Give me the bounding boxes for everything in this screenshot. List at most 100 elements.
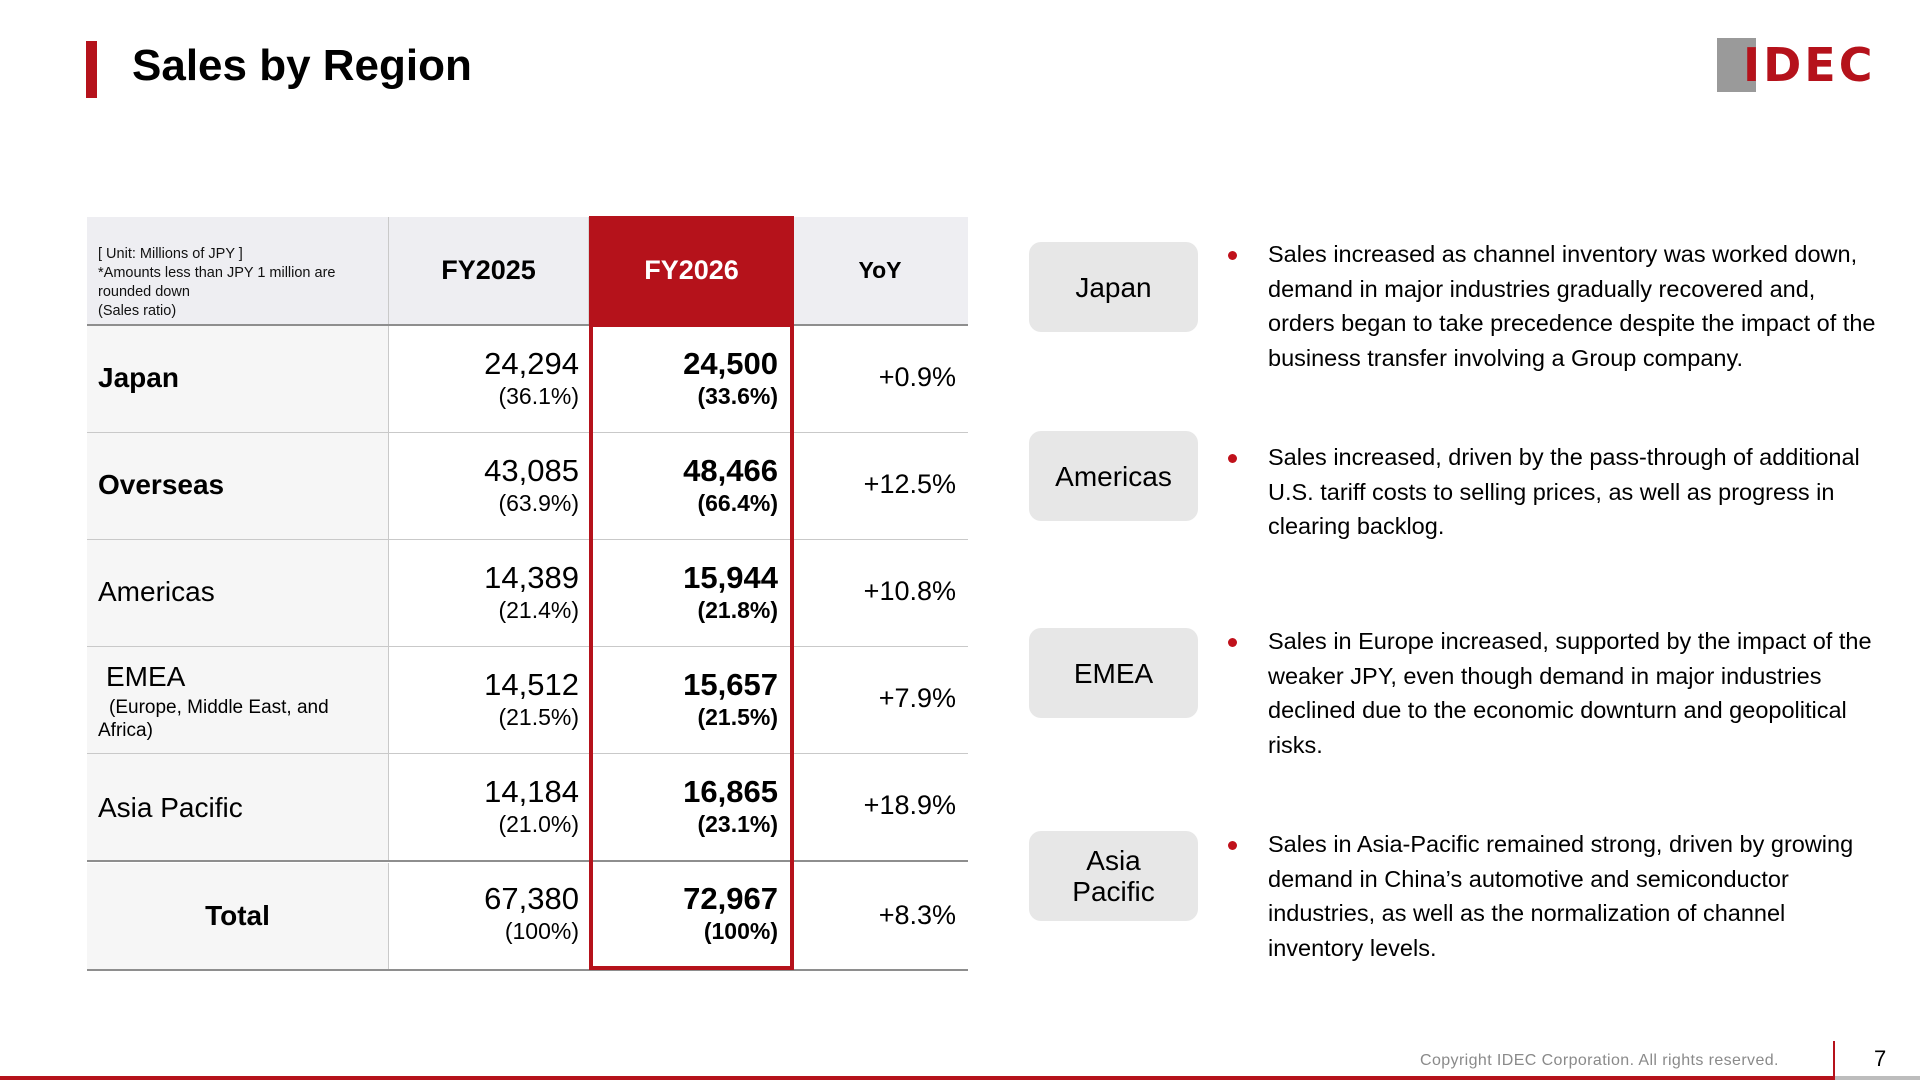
yoy-value: +18.9% (863, 790, 956, 820)
yoy-cell: +0.9% (792, 326, 968, 432)
row-label-cell: EMEA (Europe, Middle East, and Africa) (87, 647, 389, 753)
fy2025-ratio: (21.4%) (498, 597, 579, 623)
fy2026-highlight-frame (589, 326, 794, 970)
logo-gray-block (1717, 38, 1756, 92)
fy2026-ratio: (23.1%) (697, 811, 778, 837)
yoy-cell: +18.9% (792, 754, 968, 860)
fy2026-cell: 15,944 (21.8%) (589, 540, 792, 646)
table-row: Japan 24,294 (36.1%) 24,500 (33.6%) +0.9… (87, 326, 968, 433)
fy2025-ratio: (36.1%) (498, 383, 579, 409)
fy2025-cell: 14,389 (21.4%) (389, 540, 589, 646)
fy2025-value: 43,085 (484, 453, 579, 488)
yoy-value: +0.9% (878, 362, 956, 392)
fy2025-value: 14,512 (484, 667, 579, 702)
title-accent-bar (86, 41, 97, 98)
fy2025-ratio: (21.5%) (498, 704, 579, 730)
table-row-total: Total 67,380 (100%) 72,967 (100%) +8.3% (87, 863, 968, 971)
table-row: Asia Pacific 14,184 (21.0%) 16,865 (23.1… (87, 754, 968, 862)
unit-note-line: rounded down (98, 284, 190, 300)
yoy-value: +8.3% (878, 900, 956, 930)
header-note-cell: [ Unit: Millions of JPY ] *Amounts less … (87, 217, 389, 324)
unit-note-line: (Sales ratio) (98, 303, 177, 319)
footer-rule-gray (1835, 1076, 1920, 1080)
fy2025-ratio: (21.0%) (498, 811, 579, 837)
row-label: EMEA (106, 661, 186, 692)
row-label-cell: Total (87, 863, 389, 969)
fy2025-ratio: (63.9%) (498, 490, 579, 516)
fy2026-value: 24,500 (683, 346, 778, 381)
logo-text: IDEC (1743, 38, 1876, 92)
table-row: Overseas 43,085 (63.9%) 48,466 (66.4%) +… (87, 433, 968, 540)
fy2026-cell: 48,466 (66.4%) (589, 433, 792, 539)
row-sublabel: Africa) (98, 720, 153, 741)
fy2026-value: 48,466 (683, 453, 778, 488)
fy2026-ratio: (21.8%) (697, 597, 778, 623)
fy2026-ratio: (100%) (703, 918, 778, 944)
page-title: Sales by Region (132, 41, 472, 90)
bullet-icon (1228, 454, 1237, 463)
region-label-japan: Japan (1029, 242, 1198, 332)
bullet-icon (1228, 251, 1237, 260)
region-comment-emea: Sales in Europe increased, supported by … (1268, 628, 1872, 758)
row-sublabel: (Europe, Middle East, and (109, 697, 329, 718)
bullet-icon (1228, 638, 1237, 647)
fy2026-value: 15,944 (683, 560, 778, 595)
fy2026-cell: 72,967 (100%) (589, 863, 792, 969)
region-comment-americas: Sales increased, driven by the pass-thro… (1268, 444, 1860, 539)
header-fy2026: FY2026 (644, 255, 739, 285)
fy2026-cell: 16,865 (23.1%) (589, 754, 792, 860)
fy2026-value: 72,967 (683, 881, 778, 916)
unit-note-line: *Amounts less than JPY 1 million are (98, 265, 336, 281)
fy2026-ratio: (66.4%) (697, 490, 778, 516)
region-label-asia-pacific: Asia Pacific (1029, 831, 1198, 921)
fy2025-value: 14,184 (484, 774, 579, 809)
page-number: 7 (1874, 1046, 1887, 1071)
fy2026-cell: 15,657 (21.5%) (589, 647, 792, 753)
fy2026-cell: 24,500 (33.6%) (589, 326, 792, 432)
yoy-value: +12.5% (863, 469, 956, 499)
fy2026-ratio: (21.5%) (697, 704, 778, 730)
row-label-cell: Americas (87, 540, 389, 646)
fy2025-ratio: (100%) (504, 918, 579, 944)
fy2025-value: 14,389 (484, 560, 579, 595)
row-label: Japan (98, 362, 179, 393)
yoy-cell: +8.3% (792, 863, 968, 969)
table-header-row: [ Unit: Millions of JPY ] *Amounts less … (87, 217, 968, 326)
sales-table: [ Unit: Millions of JPY ] *Amounts less … (87, 217, 968, 971)
fy2025-value: 24,294 (484, 346, 579, 381)
fy2025-cell: 24,294 (36.1%) (389, 326, 589, 432)
yoy-value: +10.8% (863, 576, 956, 606)
row-label: Total (205, 900, 270, 931)
footer-rule (0, 1076, 1920, 1080)
fy2025-cell: 67,380 (100%) (389, 863, 589, 969)
header-fy2025-cell: FY2025 (389, 217, 589, 324)
fy2025-value: 67,380 (484, 881, 579, 916)
unit-note: [ Unit: Millions of JPY ] *Amounts less … (98, 245, 336, 321)
unit-note-line: [ Unit: Millions of JPY ] (98, 246, 243, 262)
region-label-emea: EMEA (1029, 628, 1198, 718)
row-label-cell: Asia Pacific (87, 754, 389, 860)
header-yoy: YoY (858, 257, 902, 283)
fy2026-value: 16,865 (683, 774, 778, 809)
fy2025-cell: 43,085 (63.9%) (389, 433, 589, 539)
copyright-notice: Copyright IDEC Corporation. All rights r… (1420, 1052, 1779, 1069)
region-label-line: Pacific (1072, 876, 1155, 907)
yoy-cell: +10.8% (792, 540, 968, 646)
row-label-cell: Overseas (87, 433, 389, 539)
yoy-cell: +12.5% (792, 433, 968, 539)
region-label-americas: Americas (1029, 431, 1198, 521)
footer-divider (1833, 1041, 1835, 1078)
region-comment-asia-pacific: Sales in Asia-Pacific remained strong, d… (1268, 831, 1854, 961)
region-comment-japan: Sales increased as channel inventory was… (1268, 241, 1876, 371)
bullet-icon (1228, 841, 1237, 850)
fy2025-cell: 14,512 (21.5%) (389, 647, 589, 753)
row-label: Americas (98, 576, 215, 607)
region-label-line: Asia (1086, 845, 1141, 876)
table-row: EMEA (Europe, Middle East, and Africa) 1… (87, 647, 968, 754)
table-row: Americas 14,389 (21.4%) 15,944 (21.8%) +… (87, 540, 968, 647)
fy2026-ratio: (33.6%) (697, 383, 778, 409)
fy2025-cell: 14,184 (21.0%) (389, 754, 589, 860)
header-fy2026-cell: FY2026 (589, 216, 794, 327)
header-yoy-cell: YoY (792, 217, 968, 324)
yoy-value: +7.9% (878, 683, 956, 713)
